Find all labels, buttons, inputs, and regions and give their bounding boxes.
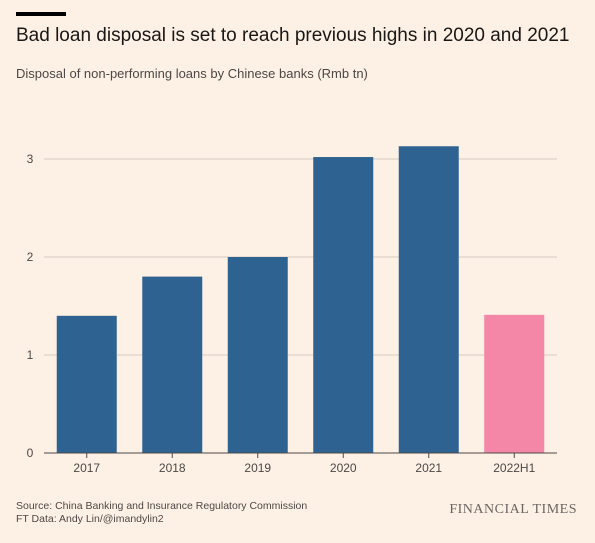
x-tick-label: 2019 xyxy=(244,461,271,475)
y-tick-label: 2 xyxy=(27,250,34,264)
x-tick-label: 2018 xyxy=(159,461,186,475)
top-rule xyxy=(16,12,66,16)
chart-title: Bad loan disposal is set to reach previo… xyxy=(16,25,570,46)
x-tick-label: 2017 xyxy=(73,461,100,475)
source-note: Source: China Banking and Insurance Regu… xyxy=(16,500,307,526)
bar-2019 xyxy=(227,257,288,453)
chart-subtitle: Disposal of non-performing loans by Chin… xyxy=(16,66,368,81)
source-line: Source: China Banking and Insurance Regu… xyxy=(16,500,308,512)
bar-chart: 0 1 2 3 2017 2018 2019 2020 2021 2022H1 xyxy=(27,146,557,475)
bar-2020 xyxy=(313,157,374,454)
y-tick-label: 1 xyxy=(27,348,34,362)
x-tick-label: 2022H1 xyxy=(493,461,535,475)
y-tick-label: 0 xyxy=(27,446,34,460)
financial-times-logo: FINANCIAL TIMES xyxy=(449,502,577,517)
bar-2021 xyxy=(398,146,459,453)
bar-2018 xyxy=(142,276,203,453)
credit-line: FT Data: Andy Lin/@imandylin2 xyxy=(16,513,164,525)
bar-2022h1 xyxy=(484,314,545,453)
x-tick-label: 2021 xyxy=(415,461,442,475)
y-tick-label: 3 xyxy=(27,152,34,166)
x-tick-label: 2020 xyxy=(330,461,357,475)
bar-2017 xyxy=(56,315,117,453)
